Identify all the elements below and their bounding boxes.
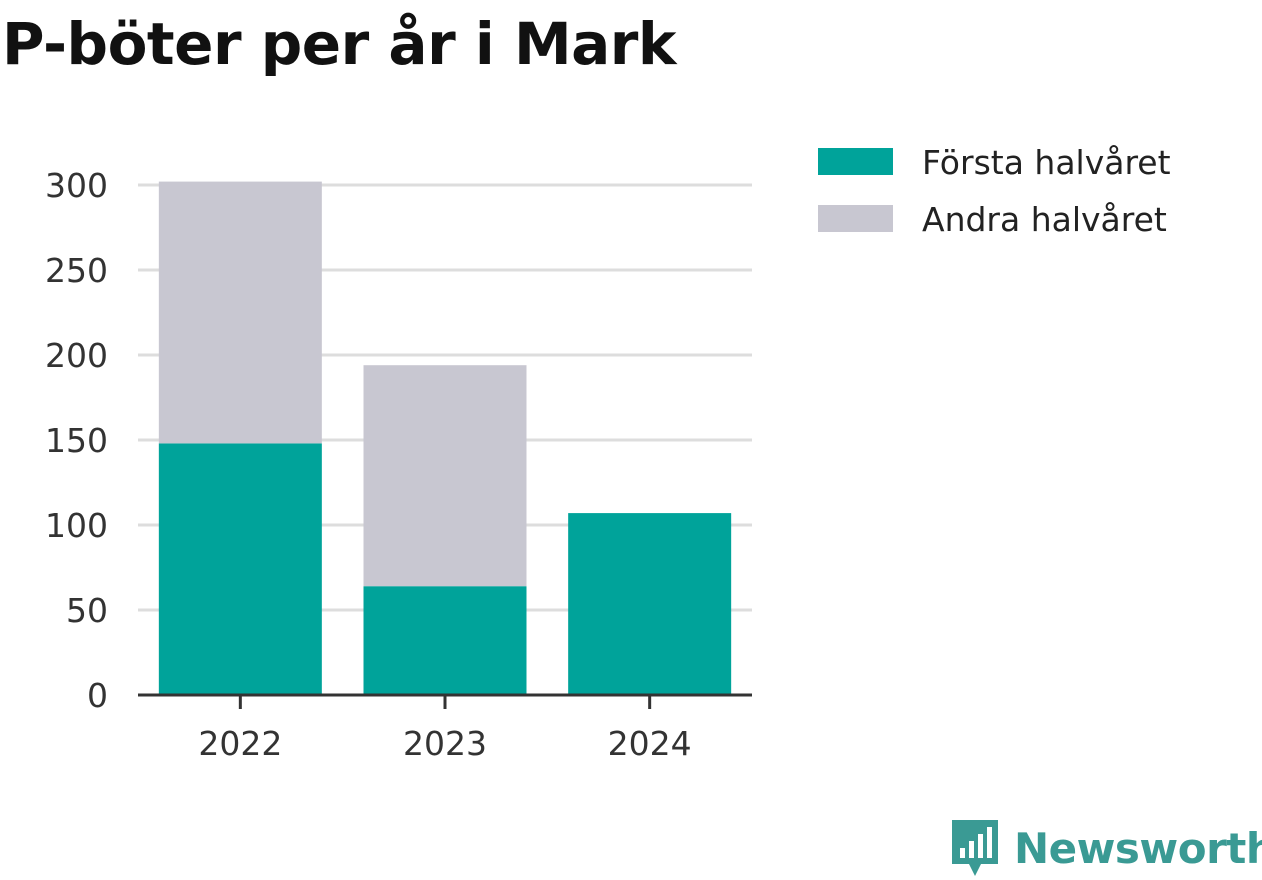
newsworthy-logo-icon	[952, 820, 998, 876]
legend: Första halvåret Andra halvåret	[818, 143, 1171, 239]
bar-2022-series-0	[158, 443, 322, 695]
brand-logo: Newsworthy	[950, 818, 1262, 880]
chart-title: P-böter per år i Mark	[2, 10, 676, 78]
y-tick-label: 100	[45, 506, 108, 545]
y-tick-label: 150	[45, 421, 108, 460]
legend-swatch	[818, 205, 893, 232]
y-tick-label: 250	[45, 251, 108, 290]
bar-2024-series-0	[568, 513, 732, 695]
bar-2022-series-1	[158, 181, 322, 444]
x-tick-label: 2022	[198, 724, 282, 763]
bar-2023-series-1	[363, 365, 527, 587]
bar-2023-series-0	[363, 586, 527, 695]
legend-swatch	[818, 148, 893, 175]
y-tick-label: 200	[45, 336, 108, 375]
axes: 0 50 100 150 200 250 300 2022 2023 2024	[45, 166, 752, 763]
x-tick-label: 2023	[403, 724, 487, 763]
y-tick-label: 300	[45, 166, 108, 205]
brand-name: Newsworthy	[1014, 824, 1262, 873]
y-tick-label: 0	[87, 676, 108, 715]
x-tick-label: 2024	[608, 724, 692, 763]
y-tick-label: 50	[66, 591, 108, 630]
legend-label: Första halvåret	[922, 143, 1171, 182]
legend-label: Andra halvåret	[922, 200, 1167, 239]
bars	[158, 181, 732, 695]
